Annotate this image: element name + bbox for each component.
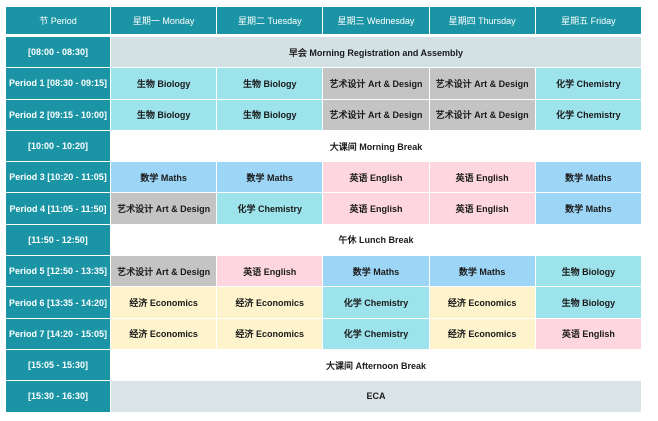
class-cell: 生物 Biology [217, 68, 324, 100]
period-label: [10:00 - 10:20] [6, 130, 111, 163]
class-cell: 艺术设计 Art & Design [429, 68, 536, 100]
period-label: [11:50 - 12:50] [6, 224, 111, 257]
class-cell: 艺术设计 Art & Design [429, 99, 536, 131]
period-header: 节 Period [6, 7, 111, 37]
class-cell: 英语 English [323, 193, 430, 225]
class-cell: 经济 Economics [429, 287, 536, 319]
timetable: 节 Period 星期一 Monday 星期二 Tuesday 星期三 Wednesd… [6, 7, 642, 413]
period-label: Period 5 [12:50 - 13:35] [6, 256, 111, 288]
period-label: [15:05 - 15:30] [6, 349, 111, 382]
class-cell: 生物 Biology [217, 99, 324, 131]
eca-row: ECA [111, 381, 642, 413]
class-cell: 英语 English [217, 256, 324, 288]
day-header: 星期二 Tuesday [217, 7, 324, 37]
class-cell: 化学 Chemistry [217, 193, 324, 225]
break-row: 大课间 Morning Break [111, 130, 642, 163]
class-cell: 数学 Maths [323, 256, 430, 288]
class-cell: 生物 Biology [535, 287, 642, 319]
class-cell: 生物 Biology [111, 68, 218, 100]
period-label: Period 2 [09:15 - 10:00] [6, 99, 111, 131]
period-label: [15:30 - 16:30] [6, 381, 111, 413]
class-cell: 化学 Chemistry [535, 99, 642, 131]
class-cell: 艺术设计 Art & Design [323, 99, 430, 131]
class-cell: 英语 English [429, 162, 536, 194]
period-label: Period 1 [08:30 - 09:15] [6, 68, 111, 100]
class-cell: 生物 Biology [111, 99, 218, 131]
class-cell: 经济 Economics [217, 287, 324, 319]
class-cell: 经济 Economics [429, 318, 536, 350]
period-label: Period 4 [11:05 - 11:50] [6, 193, 111, 225]
day-header: 星期四 Thursday [429, 7, 536, 37]
class-cell: 化学 Chemistry [535, 68, 642, 100]
class-cell: 生物 Biology [535, 256, 642, 288]
class-cell: 经济 Economics [217, 318, 324, 350]
class-cell: 艺术设计 Art & Design [323, 68, 430, 100]
class-cell: 数学 Maths [535, 193, 642, 225]
class-cell: 数学 Maths [429, 256, 536, 288]
class-cell: 经济 Economics [111, 287, 218, 319]
class-cell: 艺术设计 Art & Design [111, 256, 218, 288]
break-row: 午休 Lunch Break [111, 224, 642, 257]
period-label: Period 6 [13:35 - 14:20] [6, 287, 111, 319]
class-cell: 数学 Maths [111, 162, 218, 194]
break-row: 大课间 Afternoon Break [111, 349, 642, 382]
period-label: Period 3 [10:20 - 11:05] [6, 162, 111, 194]
class-cell: 艺术设计 Art & Design [111, 193, 218, 225]
assembly-row: 早会 Morning Registration and Assembly [111, 37, 642, 69]
class-cell: 数学 Maths [217, 162, 324, 194]
class-cell: 英语 English [535, 318, 642, 350]
class-cell: 化学 Chemistry [323, 287, 430, 319]
day-header: 星期一 Monday [111, 7, 218, 37]
class-cell: 英语 English [323, 162, 430, 194]
class-cell: 数学 Maths [535, 162, 642, 194]
class-cell: 英语 English [429, 193, 536, 225]
day-header: 星期五 Friday [535, 7, 642, 37]
period-label: [08:00 - 08:30] [6, 37, 111, 69]
class-cell: 经济 Economics [111, 318, 218, 350]
day-header: 星期三 Wednesday [323, 7, 430, 37]
period-label: Period 7 [14:20 - 15:05] [6, 318, 111, 350]
class-cell: 化学 Chemistry [323, 318, 430, 350]
